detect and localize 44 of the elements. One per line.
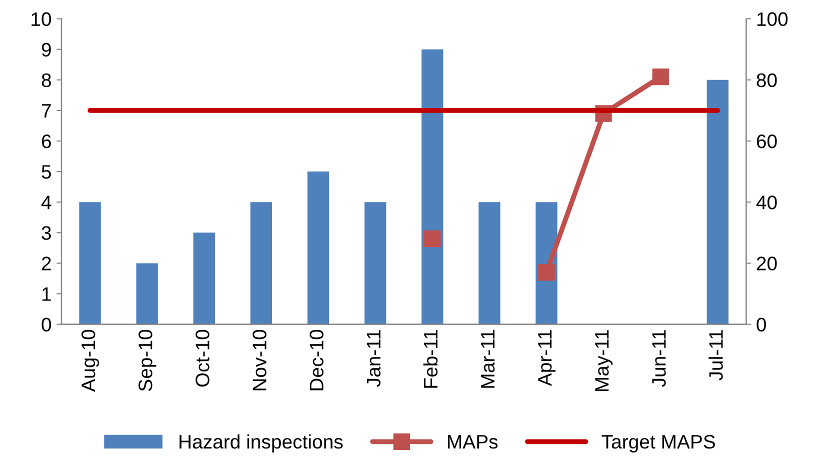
- y-tick-label: 9: [42, 42, 51, 57]
- legend-label: Hazard inspections: [180, 434, 343, 452]
- y-tick-label: 8: [42, 73, 51, 88]
- bar: [422, 49, 444, 324]
- point: [652, 68, 669, 86]
- x-tick-label: Aug-10: [81, 330, 100, 392]
- bar: [706, 80, 729, 324]
- y2-tick-label: 0: [756, 318, 766, 332]
- y2-tick-label: 40: [756, 196, 777, 210]
- bar: [79, 202, 101, 324]
- y-tick-label: 5: [42, 165, 51, 179]
- x-tick-label: Apr-11: [538, 330, 556, 386]
- y2-tick-label: 20: [756, 256, 777, 270]
- x-tick-label: Mar-11: [481, 330, 495, 388]
- x-tick-label: Nov-10: [252, 330, 266, 390]
- y2-tick-label: 100: [757, 12, 788, 26]
- y-tick-label: 1: [42, 287, 51, 301]
- legend-label: MAPs: [448, 435, 498, 449]
- bar: [478, 202, 500, 324]
- x-tick-label: May-11: [595, 330, 613, 391]
- bar: [136, 263, 158, 324]
- x-tick-label: Jan-11: [366, 330, 381, 387]
- x-tick-label: Dec-10: [310, 330, 324, 390]
- x-tick-label: Oct-10: [196, 330, 210, 387]
- legend-label: Target MAPS: [602, 434, 715, 452]
- point: [424, 230, 441, 248]
- y-tick-label: 6: [42, 134, 51, 148]
- bar: [307, 172, 330, 324]
- y-tick-label: 2: [42, 256, 51, 270]
- x-tick-label: Sep-10: [138, 330, 156, 391]
- bar: [193, 232, 215, 324]
- x-tick-label: Feb-11: [423, 330, 438, 388]
- bar: [364, 202, 386, 324]
- bar: [250, 202, 272, 324]
- x-tick-label: Jun-11: [652, 330, 666, 387]
- y2-tick-label: 60: [756, 134, 777, 148]
- x-tick-label: Jul-11: [708, 330, 723, 380]
- y-tick-label: 0: [42, 318, 52, 332]
- point: [538, 264, 555, 281]
- y-tick-label: 4: [41, 196, 52, 210]
- y2-tick-label: 80: [756, 73, 777, 88]
- y-tick-label: 10: [32, 12, 52, 26]
- y-tick-label: 7: [42, 104, 51, 118]
- y-tick-label: 3: [42, 226, 51, 240]
